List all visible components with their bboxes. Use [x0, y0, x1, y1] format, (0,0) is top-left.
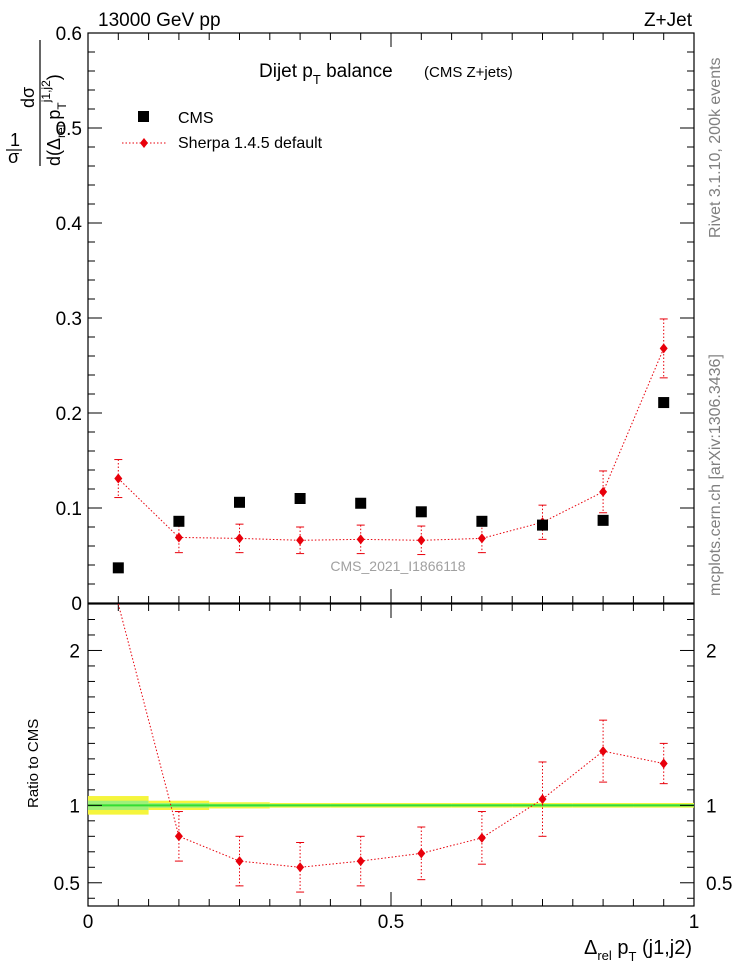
- sherpa-point: [659, 343, 668, 354]
- bottom-axes: 0.5 0.51 12 20 0.5 1: [54, 604, 732, 933]
- cms-point: [112, 562, 124, 574]
- sherpa-point: [599, 486, 608, 497]
- cms-point: [294, 493, 306, 504]
- header-process: Z+Jet: [644, 10, 693, 31]
- sherpa-line: [117, 348, 665, 541]
- cms-point: [658, 397, 670, 409]
- plot-title: Dijet pT balance: [259, 61, 393, 87]
- sherpa-point: [477, 533, 486, 544]
- sherpa-point: [356, 534, 365, 545]
- xtick-label: 0.5: [378, 912, 404, 933]
- ylabel-one: 1: [10, 130, 20, 150]
- top-ytick-label: 0: [71, 594, 82, 615]
- ratio-ytick-label-right: 1: [706, 796, 717, 817]
- plot-subtitle: (CMS Z+jets): [424, 64, 513, 81]
- sherpa-point: [235, 533, 244, 544]
- ratio-point: [417, 848, 426, 859]
- top-axes: 0 0.1 0.2 0.3 0.4 0.5 0.6: [56, 24, 695, 615]
- ratio-ytick-label-right: 0.5: [706, 874, 732, 895]
- sherpa-point: [174, 532, 183, 543]
- top-ytick-label: 0.5: [56, 119, 82, 140]
- ratio-ytick-label: 1: [69, 796, 80, 817]
- ratio-point: [235, 856, 244, 867]
- cms-point: [415, 506, 427, 518]
- cms-point: [234, 496, 245, 508]
- top-ytick-label: 0.4: [56, 214, 83, 235]
- top-marks: [112, 318, 670, 574]
- ratio-ytick-label-right: 2: [706, 641, 717, 662]
- top-ytick-label: 0.2: [56, 404, 82, 425]
- header-energy: 13000 GeV pp: [98, 10, 221, 31]
- ylabel-denominator: d(Δrel pTj1,j2): [39, 74, 69, 166]
- sherpa-point: [296, 535, 305, 546]
- rivet-label: Rivet 3.1.10, 200k events: [707, 57, 724, 238]
- ylabel-dsigma: dσ: [18, 87, 38, 108]
- ratio-line: [117, 603, 664, 868]
- sherpa-point: [417, 535, 426, 546]
- cms-point: [355, 497, 367, 509]
- legend-sherpa-marker: [140, 138, 148, 148]
- legend-cms-label: CMS: [178, 110, 214, 127]
- ylabel-sigma: σ: [8, 147, 19, 167]
- ratio-point: [659, 758, 668, 769]
- ratio-uncertainty-band: [88, 796, 694, 815]
- top-ytick-label: 0.3: [56, 309, 82, 330]
- legend-cms-marker: [138, 111, 149, 122]
- mcplots-label: mcplots.cern.ch [arXiv:1306.3436]: [707, 354, 724, 596]
- ratio-ytick-label: 0.5: [54, 874, 80, 895]
- cms-point: [173, 515, 185, 527]
- ratio-ytick-label: 2: [69, 641, 80, 662]
- top-ytick-label: 0.1: [56, 499, 82, 520]
- top-ytick-label: 0.6: [56, 24, 82, 45]
- analysis-watermark: CMS_2021_I1866118: [330, 558, 465, 574]
- xtick-label: 0: [83, 912, 94, 933]
- ratio-y-axis-label: Ratio to CMS: [25, 719, 42, 808]
- ratio-point: [477, 832, 486, 843]
- x-axis-label: Δrel pT (j1,j2): [584, 937, 692, 964]
- legend-sherpa-label: Sherpa 1.4.5 default: [178, 135, 323, 152]
- ratio-point: [174, 831, 183, 842]
- sherpa-point: [114, 473, 123, 484]
- cms-point: [476, 515, 488, 527]
- legend: CMS Sherpa 1.4.5 default: [122, 110, 323, 152]
- y-axis-label: 1 σ dσ d(Δrel pTj1,j2): [6, 40, 69, 167]
- ratio-point: [538, 794, 547, 805]
- xtick-label: 1: [689, 912, 700, 933]
- ratio-point: [356, 856, 365, 867]
- ratio-point: [599, 746, 608, 757]
- ratio-point: [296, 862, 305, 873]
- cms-point: [597, 514, 609, 526]
- cms-point: [537, 519, 548, 531]
- bottom-marks: [117, 603, 668, 893]
